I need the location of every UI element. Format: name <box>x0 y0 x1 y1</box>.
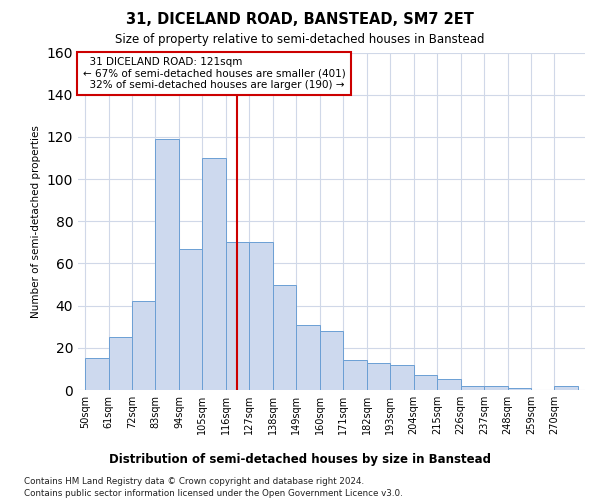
Bar <box>226 242 250 390</box>
Bar <box>320 331 343 390</box>
Bar <box>343 360 367 390</box>
Bar <box>437 380 461 390</box>
Text: Contains public sector information licensed under the Open Government Licence v3: Contains public sector information licen… <box>24 489 403 498</box>
Bar <box>179 248 202 390</box>
Bar <box>85 358 109 390</box>
Bar <box>390 364 413 390</box>
Bar <box>367 362 390 390</box>
Text: 31, DICELAND ROAD, BANSTEAD, SM7 2ET: 31, DICELAND ROAD, BANSTEAD, SM7 2ET <box>126 12 474 28</box>
Bar <box>109 338 132 390</box>
Text: 31 DICELAND ROAD: 121sqm  
← 67% of semi-detached houses are smaller (401)
  32%: 31 DICELAND ROAD: 121sqm ← 67% of semi-d… <box>83 56 346 90</box>
Bar <box>202 158 226 390</box>
Bar <box>413 375 437 390</box>
Bar <box>484 386 508 390</box>
Y-axis label: Number of semi-detached properties: Number of semi-detached properties <box>31 125 41 318</box>
Text: Distribution of semi-detached houses by size in Banstead: Distribution of semi-detached houses by … <box>109 452 491 466</box>
Bar <box>508 388 531 390</box>
Bar <box>250 242 273 390</box>
Bar <box>132 302 155 390</box>
Bar <box>296 324 320 390</box>
Bar <box>461 386 484 390</box>
Bar <box>554 386 578 390</box>
Bar <box>273 284 296 390</box>
Text: Contains HM Land Registry data © Crown copyright and database right 2024.: Contains HM Land Registry data © Crown c… <box>24 478 364 486</box>
Bar <box>155 139 179 390</box>
Text: Size of property relative to semi-detached houses in Banstead: Size of property relative to semi-detach… <box>115 32 485 46</box>
